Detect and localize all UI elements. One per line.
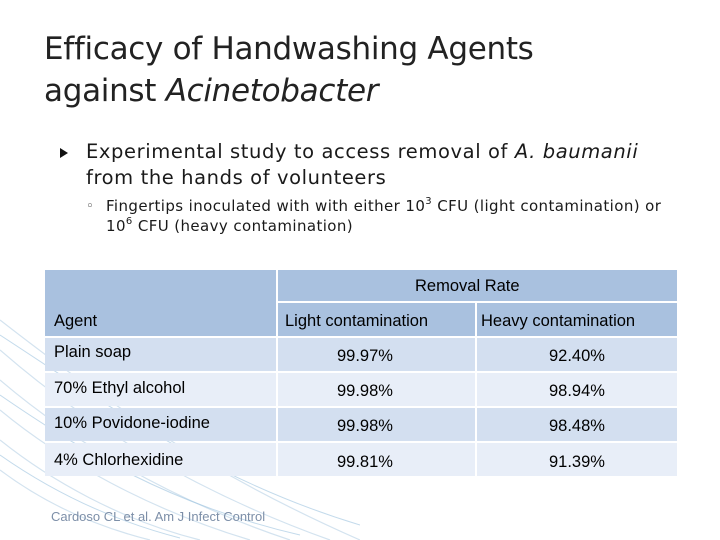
header-heavy-contamination: Heavy contamination <box>481 312 636 330</box>
bullet-1-species: A. baumanii <box>514 140 639 163</box>
row-heavy-value: 98.94% <box>549 382 605 400</box>
removal-rate-table: Agent Removal Rate Light contamination H… <box>45 270 677 480</box>
bullet-1-text: Experimental study to access removal of … <box>86 139 686 191</box>
bullet-1-text-before: Experimental study to access removal of <box>86 140 515 163</box>
title-line-2-prefix: against <box>44 73 166 109</box>
table-row: 4% Chlorhexidine <box>45 443 276 476</box>
table-row: 70% Ethyl alcohol <box>45 373 276 406</box>
table-cell: 98.48% <box>477 408 677 441</box>
slide-title: Efficacy of Handwashing Agents against A… <box>44 28 684 112</box>
title-line-2: against Acinetobacter <box>44 70 684 112</box>
sub-bullet-part-2: CFU (light contamination) or 10 <box>106 197 662 235</box>
bullet-1-text-after: from the hands of volunteers <box>86 166 387 189</box>
row-agent: 10% Povidone-iodine <box>54 414 210 432</box>
sub-bullet-part-1: Fingertips inoculated with with either 1… <box>106 197 426 215</box>
citation-footnote: Cardoso CL et al. Am J Infect Control <box>51 509 266 524</box>
header-group-cell: Removal Rate <box>278 270 677 301</box>
header-agent-cell: Agent <box>45 270 276 336</box>
header-agent: Agent <box>54 312 98 330</box>
sub-bullet-text: Fingertips inoculated with with either 1… <box>106 196 666 236</box>
table-row: Plain soap <box>45 338 276 371</box>
header-heavy-cell: Heavy contamination <box>477 303 677 336</box>
row-heavy-value: 91.39% <box>549 453 605 471</box>
table-cell: 99.98% <box>278 373 475 406</box>
table-cell: 99.81% <box>278 443 475 476</box>
table-cell: 91.39% <box>477 443 677 476</box>
header-light-contamination: Light contamination <box>285 312 429 330</box>
row-agent: Plain soap <box>54 343 132 361</box>
row-light-value: 99.81% <box>337 453 393 471</box>
sub-bullet-sup-1: 3 <box>425 196 433 207</box>
row-agent: 70% Ethyl alcohol <box>54 379 186 397</box>
table-cell: 99.98% <box>278 408 475 441</box>
row-heavy-value: 92.40% <box>549 347 605 365</box>
title-line-2-italic: Acinetobacter <box>165 73 379 109</box>
row-light-value: 99.97% <box>337 347 393 365</box>
title-line-1: Efficacy of Handwashing Agents <box>44 31 534 67</box>
table-cell: 98.94% <box>477 373 677 406</box>
table-cell: 92.40% <box>477 338 677 371</box>
triangle-bullet-icon <box>60 148 68 158</box>
row-agent: 4% Chlorhexidine <box>54 451 184 469</box>
header-light-cell: Light contamination <box>278 303 475 336</box>
header-removal-rate: Removal Rate <box>415 277 520 295</box>
row-light-value: 99.98% <box>337 382 393 400</box>
sub-bullet-sup-2: 6 <box>125 216 133 227</box>
table-cell: 99.97% <box>278 338 475 371</box>
circle-bullet-icon: ◦ <box>86 199 95 214</box>
row-heavy-value: 98.48% <box>549 417 605 435</box>
table-row: 10% Povidone-iodine <box>45 408 276 441</box>
sub-bullet-part-3: CFU (heavy contamination) <box>132 217 354 235</box>
row-light-value: 99.98% <box>337 417 393 435</box>
